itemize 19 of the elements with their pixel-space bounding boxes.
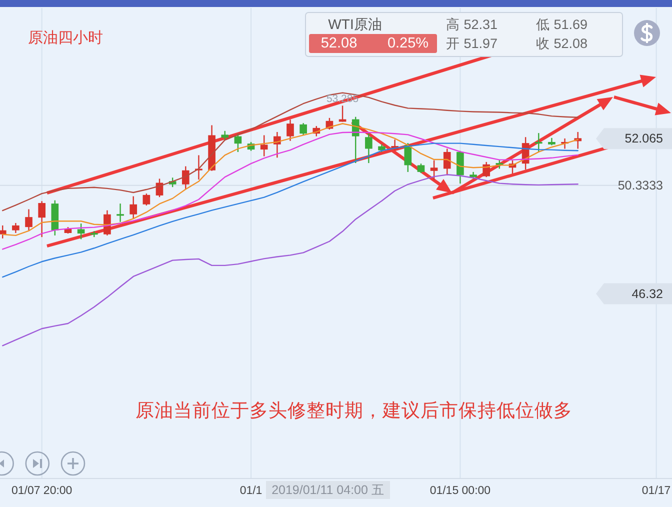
annotation: 高 52.31 xyxy=(446,17,498,32)
annotation: 0.25% xyxy=(387,36,429,52)
text: 原油四小时 xyxy=(28,30,103,46)
annotation: 原油当前位于多头修整时期，建议后市保持低位做多 xyxy=(136,400,572,420)
x-tick-label: 01/1 xyxy=(240,485,262,497)
ref-line-label: 50.3333 xyxy=(618,178,664,192)
x-tick-label: 01/15 00:00 xyxy=(430,485,491,497)
annotation: 低 51.69 xyxy=(536,17,588,32)
y-tick-label: 46.32 xyxy=(632,286,664,301)
text: 2019/01/11 04:00 五 xyxy=(272,483,384,497)
x-tick-label: 01/07 20:00 xyxy=(11,485,72,497)
annotation: 开 51.97 xyxy=(446,36,498,51)
line-series xyxy=(2,142,578,278)
annotation: 52.08 xyxy=(320,36,358,52)
annotation: 收 52.08 xyxy=(536,36,588,51)
line-series xyxy=(2,92,578,212)
annotation: WTI原油 xyxy=(328,16,382,32)
x-tick-label: 01/17 xyxy=(642,485,671,497)
y-tick-label: 52.065 xyxy=(624,132,664,146)
